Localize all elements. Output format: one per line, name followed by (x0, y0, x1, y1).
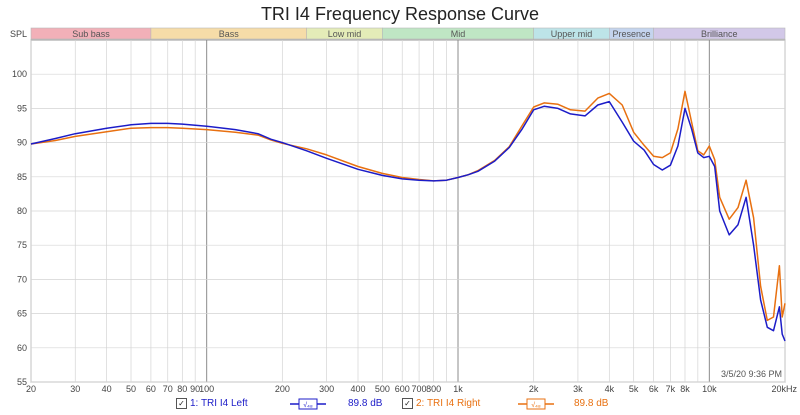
eq-curve-icon-right[interactable]: √₄₈ (518, 398, 554, 410)
y-tick-label: 70 (17, 274, 27, 284)
x-tick-label: 5k (629, 384, 639, 394)
x-tick-label: 60 (146, 384, 156, 394)
y-tick-label: 65 (17, 309, 27, 319)
x-tick-label: 6k (649, 384, 659, 394)
x-tick-label: 50 (126, 384, 136, 394)
band-label: Brilliance (701, 29, 738, 39)
legend-checkbox-left[interactable]: ✓ (176, 398, 187, 409)
x-tick-label: 3k (573, 384, 583, 394)
frequency-response-chart: Sub bass Bass Low mid Mid Upper mid Presence B… (10, 27, 797, 394)
x-tick-label: 70 (163, 384, 173, 394)
y-tick-label: 90 (17, 138, 27, 148)
x-tick-label: 600 (395, 384, 410, 394)
legend-value-right-text: 89.8 dB (574, 398, 609, 409)
x-tick-label: 8k (680, 384, 690, 394)
x-tick-label: 80 (177, 384, 187, 394)
x-tick-label: 2k (529, 384, 539, 394)
y-tick-label: 100 (12, 69, 27, 79)
eq-curve-icon: √₄₈ (518, 398, 554, 410)
legend-value-left-text: 89.8 dB (348, 398, 383, 409)
x-tick-label: 20 (26, 384, 36, 394)
band-label: Sub bass (72, 29, 110, 39)
x-tick-label: 90 (190, 384, 200, 394)
x-tick-label: 40 (102, 384, 112, 394)
band-label: Low mid (328, 29, 362, 39)
y-tick-label: 80 (17, 206, 27, 216)
y-tick-label: 85 (17, 172, 27, 182)
x-tick-label: 700 (412, 384, 427, 394)
x-tick-label: 500 (375, 384, 390, 394)
legend-label-left: 1: TRI I4 Left (190, 398, 248, 409)
y-tick-label: 60 (17, 343, 27, 353)
y-tick-label: 75 (17, 240, 27, 250)
legend-value-right: 89.8 dB (574, 398, 608, 409)
x-tick-label: 200 (275, 384, 290, 394)
legend-label-right: 2: TRI I4 Right (416, 398, 481, 409)
band-label: Presence (612, 29, 650, 39)
y-tick-label: 95 (17, 103, 27, 113)
x-tick-label: 800 (426, 384, 441, 394)
x-tick-label: 30 (70, 384, 80, 394)
x-tick-label: 300 (319, 384, 334, 394)
x-tick-label: 10k (702, 384, 717, 394)
series-line-left (30, 100, 786, 342)
y-tick-label: 55 (17, 377, 27, 387)
x-tick-label: 1k (453, 384, 463, 394)
legend-item-right[interactable]: ✓ 2: TRI I4 Right (402, 398, 480, 409)
x-tick-label: 7k (666, 384, 676, 394)
legend-value-left: 89.8 dB (348, 398, 382, 409)
eq-curve-icon: √₄₈ (290, 398, 326, 410)
x-axis-unit-label: 20kHz (771, 384, 797, 394)
y-axis-label: SPL (10, 29, 27, 39)
legend-checkbox-right[interactable]: ✓ (402, 398, 413, 409)
chart-title: TRI I4 Frequency Response Curve (260, 4, 540, 24)
band-brilliance (653, 27, 786, 40)
chart-legend: ✓ 1: TRI I4 Left √₄₈ 89.8 dB ✓ 2: TRI I4… (0, 398, 800, 415)
svg-text:√₄₈: √₄₈ (303, 401, 313, 409)
x-tick-label: 100 (199, 384, 214, 394)
band-label: Bass (219, 29, 240, 39)
svg-text:√₄₈: √₄₈ (531, 401, 541, 409)
legend-item-left[interactable]: ✓ 1: TRI I4 Left (176, 398, 248, 409)
series-line-right (30, 90, 786, 322)
band-label: Upper mid (551, 29, 593, 39)
eq-curve-icon-left[interactable]: √₄₈ (290, 398, 326, 410)
x-tick-label: 4k (605, 384, 615, 394)
timestamp: 3/5/20 9:36 PM (721, 369, 782, 379)
band-label: Mid (451, 29, 466, 39)
x-tick-label: 400 (350, 384, 365, 394)
